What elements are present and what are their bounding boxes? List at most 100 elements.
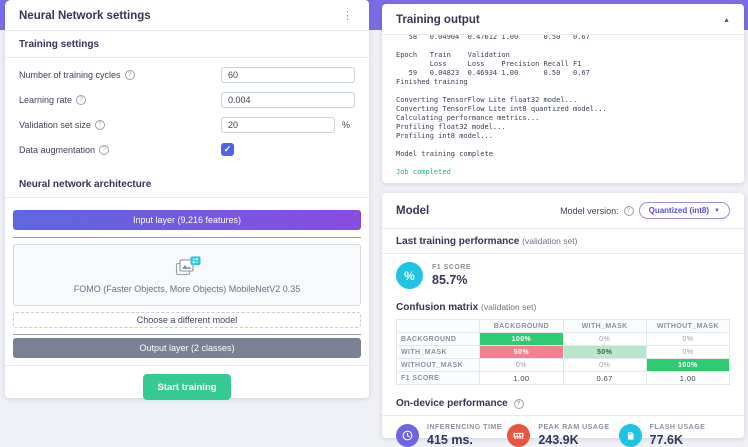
model-block: FOMO (Faster Objects, More Objects) Mobi… bbox=[13, 244, 361, 306]
panel-title: Model bbox=[396, 204, 430, 217]
help-icon[interactable]: ? bbox=[94, 119, 105, 130]
panel-footer: Start training bbox=[5, 365, 369, 400]
console-line: Converting TensorFlow Lite float32 model… bbox=[396, 96, 578, 104]
training-settings-title: Training settings bbox=[5, 31, 369, 58]
model-version-group: Model version: ? Quantized (int8) ▼ bbox=[560, 202, 730, 219]
input-layer-bar: Input layer (9,216 features) bbox=[13, 210, 361, 230]
help-icon[interactable]: ? bbox=[513, 399, 524, 409]
metric-value: 77.6K bbox=[649, 433, 684, 447]
ram-icon bbox=[507, 424, 531, 447]
chevron-down-icon: ▼ bbox=[714, 207, 720, 214]
clock-icon bbox=[396, 424, 419, 447]
console-line: Calculating performance metrics... bbox=[396, 114, 540, 122]
console-line: Converting TensorFlow Lite int8 quantize… bbox=[396, 105, 607, 113]
console-line: Loss Loss Precision Recall F1 bbox=[396, 60, 582, 68]
job-completed-status: Job completed bbox=[396, 168, 451, 176]
matrix-cell: 100% bbox=[645, 358, 731, 372]
matrix-cell: 1.00 bbox=[479, 371, 564, 385]
metric-label: PEAK RAM USAGE bbox=[538, 424, 610, 431]
panel-title: Neural Network settings bbox=[19, 10, 151, 22]
learning-rate-label: Learning rate bbox=[19, 94, 73, 105]
metric-value: 415 ms. bbox=[427, 433, 473, 447]
training-cycles-input[interactable] bbox=[221, 66, 355, 83]
form-row-learning-rate: Learning rate ? bbox=[19, 87, 355, 112]
training-console[interactable]: 58 0.04904 0.47612 1.00 0.50 0.67 Epoch … bbox=[382, 35, 744, 181]
column-header: WITH_MASK bbox=[562, 319, 647, 333]
f1-score-value: 85.7% bbox=[432, 273, 468, 287]
on-device-metrics: INFERENCING TIME 415 ms. PEAK RAM USAGE bbox=[382, 416, 744, 447]
console-line bbox=[396, 87, 730, 96]
matrix-cell: 50% bbox=[479, 345, 564, 359]
output-layer-bar: Output layer (2 classes) bbox=[13, 338, 361, 358]
console-line bbox=[396, 42, 730, 51]
form-row-validation-size: Validation set size ? % bbox=[19, 112, 355, 137]
neural-network-settings-panel: Neural Network settings ⋮ Training setti… bbox=[5, 0, 369, 400]
on-device-performance-heading: On-device performance ? bbox=[382, 391, 744, 416]
help-icon[interactable]: ? bbox=[623, 205, 634, 216]
table-header-row: BACKGROUND WITH_MASK WITHOUT_MASK bbox=[395, 319, 731, 333]
metric-label: INFERENCING TIME bbox=[427, 424, 502, 431]
start-training-button[interactable]: Start training bbox=[143, 374, 231, 400]
layer-connector bbox=[13, 334, 361, 335]
training-output-panel: Training output ▲ 58 0.04904 0.47612 1.0… bbox=[382, 4, 744, 183]
panel-header: Model Model version: ? Quantized (int8) … bbox=[382, 193, 744, 229]
console-line: Finished training bbox=[396, 78, 468, 86]
row-label: WITHOUT_MASK bbox=[395, 358, 481, 372]
image-stack-swap-icon bbox=[175, 256, 200, 276]
peak-ram-usage-metric: PEAK RAM USAGE 243.9K bbox=[507, 424, 618, 447]
console-line: Profiling int8 model... bbox=[396, 132, 493, 140]
model-version-value: Quantized (int8) bbox=[648, 206, 710, 215]
layer-connector bbox=[13, 237, 361, 238]
f1-score-block: % F1 SCORE 85.7% bbox=[382, 254, 744, 295]
panel-header: Training output ▲ bbox=[382, 4, 744, 35]
matrix-cell: 0% bbox=[645, 332, 731, 346]
help-icon[interactable]: ? bbox=[99, 144, 110, 155]
data-augmentation-label: Data augmentation bbox=[19, 144, 96, 155]
console-line: Model training complete bbox=[396, 150, 493, 158]
choose-different-model-button[interactable]: Choose a different model bbox=[13, 312, 361, 328]
validation-size-input[interactable] bbox=[221, 116, 335, 133]
help-icon[interactable]: ? bbox=[124, 69, 135, 80]
flash-storage-icon bbox=[618, 424, 642, 447]
row-label: BACKGROUND bbox=[395, 332, 481, 346]
model-panel: Model Model version: ? Quantized (int8) … bbox=[382, 193, 744, 447]
output-layer-label: Output layer (2 classes) bbox=[139, 343, 235, 353]
kebab-menu-icon[interactable]: ⋮ bbox=[342, 10, 353, 22]
model-version-dropdown[interactable]: Quantized (int8) ▼ bbox=[638, 202, 730, 219]
table-row: BACKGROUND 100% 0% 0% bbox=[395, 332, 731, 346]
confusion-matrix-heading: Confusion matrix (validation set) bbox=[382, 295, 744, 316]
learning-rate-input[interactable] bbox=[221, 91, 355, 108]
row-label: WITH_MASK bbox=[395, 345, 481, 359]
console-line bbox=[396, 141, 730, 150]
percent-icon: % bbox=[396, 262, 423, 289]
f1-score-label: F1 SCORE bbox=[432, 264, 472, 271]
matrix-cell: 0% bbox=[479, 358, 564, 372]
matrix-cell: 0% bbox=[562, 358, 647, 372]
column-header: WITHOUT_MASK bbox=[645, 319, 731, 333]
metric-label: FLASH USAGE bbox=[649, 424, 706, 431]
training-settings-form: Number of training cycles ? Learning rat… bbox=[5, 58, 369, 162]
metric-value: 243.9K bbox=[538, 433, 579, 447]
console-line: 59 0.04823 0.46934 1.00 0.50 0.67 bbox=[396, 69, 590, 77]
heading-subtext: (validation set) bbox=[522, 236, 578, 246]
matrix-cell: 0.67 bbox=[562, 371, 647, 385]
help-icon[interactable]: ? bbox=[76, 94, 87, 105]
matrix-cell: 1.00 bbox=[645, 371, 731, 385]
matrix-cell: 0% bbox=[645, 345, 731, 359]
heading-text: On-device performance bbox=[396, 398, 508, 409]
form-row-data-augmentation: Data augmentation ? bbox=[19, 137, 355, 162]
input-layer-label: Input layer (9,216 features) bbox=[132, 215, 242, 225]
console-line: 58 0.04904 0.47612 1.00 0.50 0.67 bbox=[396, 35, 590, 41]
heading-subtext: (validation set) bbox=[481, 302, 537, 312]
architecture-title: Neural network architecture bbox=[5, 171, 369, 198]
data-augmentation-checkbox[interactable] bbox=[221, 143, 234, 156]
matrix-cell: 0% bbox=[562, 332, 647, 346]
model-version-label: Model version: bbox=[560, 205, 619, 216]
heading-text: Last training performance bbox=[396, 236, 520, 247]
architecture-diagram: Input layer (9,216 features) FOMO (Faste… bbox=[5, 198, 369, 358]
panel-header: Neural Network settings ⋮ bbox=[5, 0, 369, 31]
table-row: F1 SCORE 1.00 0.67 1.00 bbox=[395, 371, 731, 385]
form-row-training-cycles: Number of training cycles ? bbox=[19, 62, 355, 87]
column-header: BACKGROUND bbox=[479, 319, 564, 333]
collapse-caret-icon[interactable]: ▲ bbox=[723, 16, 730, 24]
